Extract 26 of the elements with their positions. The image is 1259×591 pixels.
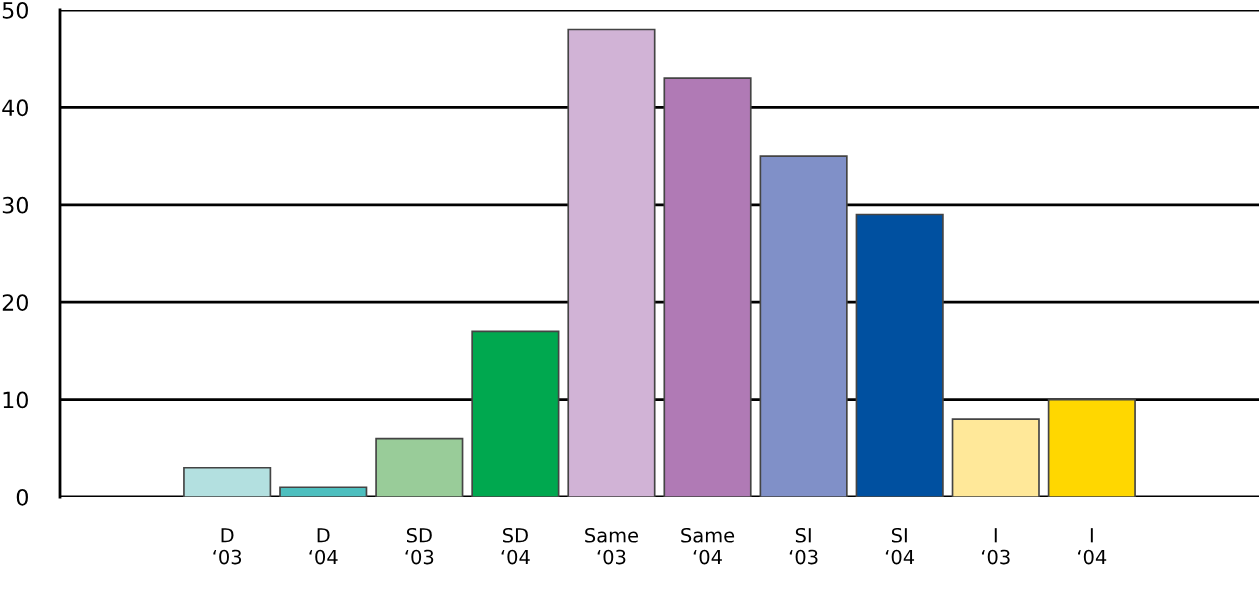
y-tick-label: 0 <box>16 488 28 506</box>
x-tick-label: D ‘03 <box>213 528 242 565</box>
bar <box>375 437 464 497</box>
x-tick-label: SD ‘04 <box>501 527 530 565</box>
bar <box>951 418 1040 497</box>
y-tick-label: 10 <box>3 391 28 409</box>
bar <box>663 77 752 497</box>
x-tick-label: D ‘04 <box>309 528 338 565</box>
x-tick-label: SI ‘03 <box>789 527 818 565</box>
bar <box>759 155 848 497</box>
bar <box>855 213 944 497</box>
y-tick-label: 30 <box>2 196 28 214</box>
x-tick-label: I ‘04 <box>1078 528 1107 565</box>
bar <box>183 466 272 497</box>
x-tick-label: SI ‘04 <box>885 527 915 565</box>
x-tick-label: SD ‘03 <box>405 527 434 565</box>
bar <box>471 330 560 497</box>
y-tick-label: 40 <box>2 99 28 117</box>
y-tick-label: 50 <box>2 1 28 19</box>
bar <box>567 28 656 497</box>
bar <box>1047 398 1136 497</box>
y-tick-label: 20 <box>2 294 28 311</box>
x-tick-label: Same ‘03 <box>585 527 639 565</box>
x-tick-label: Same ‘04 <box>681 527 735 565</box>
bar <box>279 486 368 497</box>
x-tick-label: I ‘03 <box>981 528 1010 565</box>
